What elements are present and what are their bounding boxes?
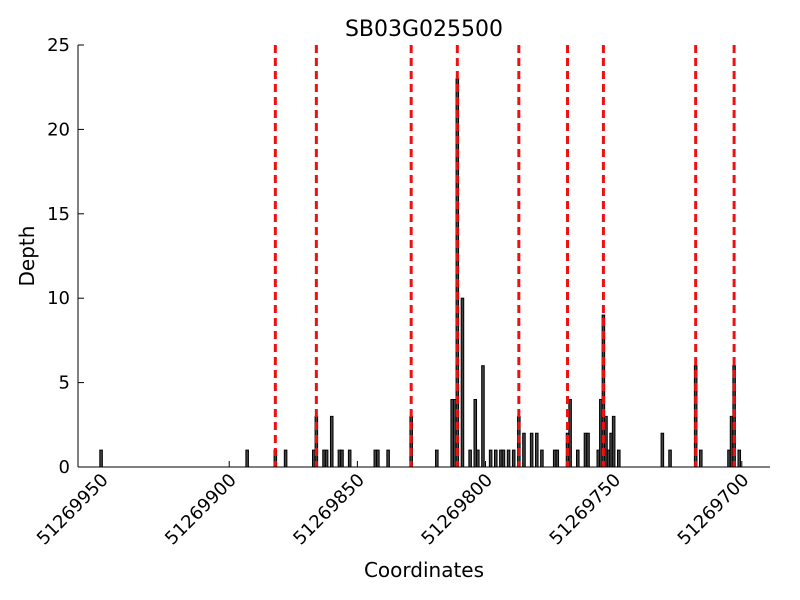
bar [668,449,672,468]
y-tick-label: 10 [47,288,70,309]
x-tick-label: 51269750 [546,470,626,550]
bar [460,297,465,468]
x-tick-label: 51269850 [289,470,369,550]
y-axis-label: Depth [15,226,39,287]
bar [555,449,560,468]
bar [575,449,580,468]
bar [540,449,544,468]
bar [586,432,590,468]
bar [347,449,352,468]
bar [506,449,511,468]
x-tick-label: 51269700 [674,470,754,550]
bar [568,398,572,468]
bar [617,449,621,468]
x-tick-label: 51269950 [33,470,113,550]
bar [534,432,539,468]
bar [245,449,249,468]
y-tick-label: 5 [59,373,70,394]
bar [476,449,480,468]
bar [386,449,390,468]
bar [529,432,534,468]
bar [468,449,472,468]
bar [737,449,742,468]
bar [488,449,493,468]
bar [493,449,498,468]
bar [501,449,506,468]
y-tick-label: 25 [47,35,70,56]
x-tick-label: 51269900 [161,470,241,550]
bar [699,449,703,468]
bar [283,449,288,468]
x-axis-label: Coordinates [364,558,484,582]
bar [611,415,616,468]
bar [522,432,526,468]
y-tick-label: 15 [47,204,70,225]
bar [340,449,344,468]
bar [435,449,439,468]
chart-title: SB03G025500 [345,17,503,42]
bar [481,365,485,468]
bar [329,415,334,468]
y-tick-label: 20 [47,119,70,140]
x-tick-label: 51269800 [417,470,497,550]
y-tick-label: 0 [59,457,70,478]
bar [511,449,516,468]
bar [376,449,380,468]
bar [324,449,329,468]
bar [660,432,665,468]
bar [99,449,103,468]
